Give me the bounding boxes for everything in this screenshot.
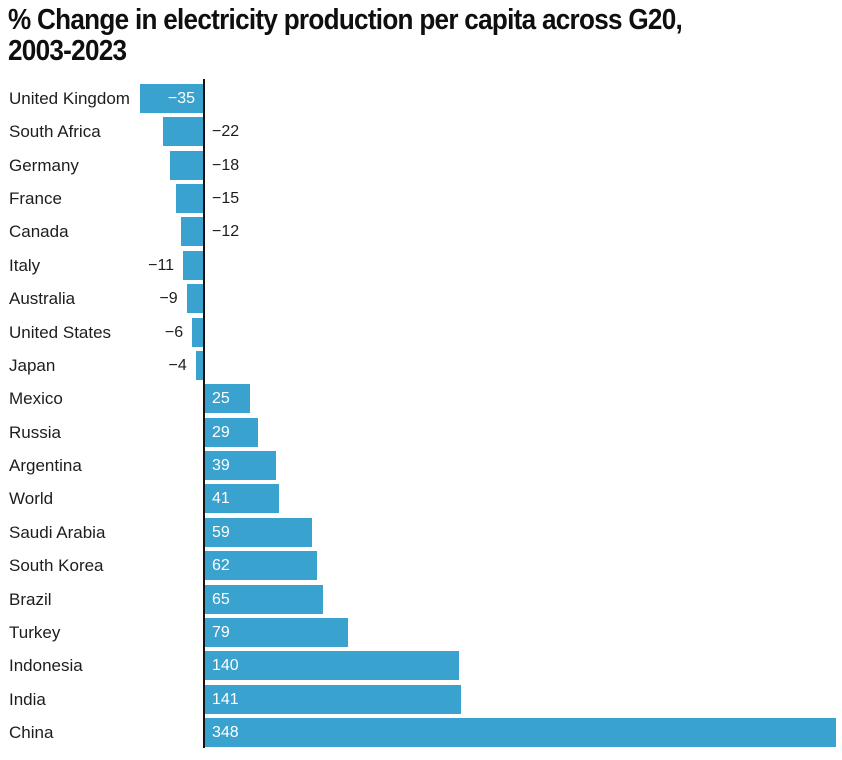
category-label: Saudi Arabia xyxy=(9,522,106,542)
bar-row: Russia 29 xyxy=(0,417,842,447)
bar xyxy=(205,718,836,748)
value-label: −35 xyxy=(167,90,195,107)
bar xyxy=(205,617,349,647)
bar-row: Brazil 65 xyxy=(0,584,842,614)
bar-row: Canada −12 xyxy=(0,217,842,247)
bar-row: Germany −18 xyxy=(0,150,842,180)
bar xyxy=(205,417,258,447)
bar xyxy=(195,350,203,380)
category-label: Indonesia xyxy=(9,656,83,676)
bar-row: Saudi Arabia 59 xyxy=(0,517,842,547)
bar xyxy=(205,651,459,681)
value-label: −4 xyxy=(168,356,187,374)
bar xyxy=(163,117,203,147)
bar xyxy=(183,250,203,280)
category-label: Japan xyxy=(9,355,56,375)
bar xyxy=(186,284,203,314)
category-label: Canada xyxy=(9,222,69,242)
category-label: World xyxy=(9,489,54,509)
bar xyxy=(192,317,203,347)
value-label: −12 xyxy=(212,223,240,241)
category-label: Turkey xyxy=(9,622,61,642)
bar xyxy=(205,551,318,581)
bar-row: India 141 xyxy=(0,684,842,714)
category-label: Mexico xyxy=(9,389,63,409)
category-label: United States xyxy=(9,322,112,342)
value-label: 65 xyxy=(212,590,230,608)
value-label: −22 xyxy=(212,123,240,141)
value-label: −9 xyxy=(159,290,178,308)
value-label: 62 xyxy=(212,557,230,575)
bar xyxy=(205,451,276,481)
bar xyxy=(205,484,280,514)
category-label: China xyxy=(9,723,54,743)
bar xyxy=(170,150,203,180)
value-label: 25 xyxy=(212,390,230,408)
bar-row: South Africa −22 xyxy=(0,117,842,147)
category-label: Brazil xyxy=(9,589,52,609)
value-label: −18 xyxy=(212,156,240,174)
bar-row: China 348 xyxy=(0,718,842,748)
category-label: India xyxy=(9,689,46,709)
value-label: −15 xyxy=(212,190,240,208)
category-label: Italy xyxy=(9,255,41,275)
category-label: Argentina xyxy=(9,456,82,476)
category-label: Germany xyxy=(9,155,79,175)
bar-row: Indonesia 140 xyxy=(0,651,842,681)
bar-row: United States −6 xyxy=(0,317,842,347)
bar-row: Italy −11 xyxy=(0,250,842,280)
bar xyxy=(205,517,312,547)
bar-row: France −15 xyxy=(0,184,842,214)
bar-row: Argentina 39 xyxy=(0,451,842,481)
bar-row: South Korea 62 xyxy=(0,551,842,581)
bar-row: Mexico 25 xyxy=(0,384,842,414)
bar xyxy=(205,384,251,414)
bar xyxy=(205,584,323,614)
chart-title-line-1: % Change in electricity production per c… xyxy=(8,4,683,36)
bar-row: Australia −9 xyxy=(0,284,842,314)
value-label: 41 xyxy=(212,490,230,508)
bar-row: Turkey 79 xyxy=(0,617,842,647)
category-label: Australia xyxy=(9,289,76,309)
bar-row: Japan −4 xyxy=(0,350,842,380)
zero-axis-line xyxy=(203,79,205,748)
value-label: 29 xyxy=(212,423,230,441)
bar-row: World 41 xyxy=(0,484,842,514)
value-label: 348 xyxy=(212,724,239,742)
value-label: 79 xyxy=(212,623,230,641)
bar xyxy=(181,217,203,247)
value-label: 59 xyxy=(212,523,230,541)
bar xyxy=(205,684,461,714)
chart-title-line-2: 2003-2023 xyxy=(8,35,127,67)
category-label: Russia xyxy=(9,422,61,442)
category-label: France xyxy=(9,189,62,209)
value-label: 140 xyxy=(212,657,239,675)
value-label: −11 xyxy=(148,256,175,274)
value-label: 141 xyxy=(212,690,239,708)
chart-title: % Change in electricity production per c… xyxy=(8,5,842,67)
bar xyxy=(175,184,203,214)
value-label: 39 xyxy=(212,457,230,475)
bar xyxy=(139,84,203,113)
category-label: South Korea xyxy=(9,556,104,576)
bar-row: United Kingdom −35 xyxy=(0,84,842,113)
category-label: South Africa xyxy=(9,122,101,142)
category-label: United Kingdom xyxy=(9,89,130,108)
value-label: −6 xyxy=(164,323,184,341)
